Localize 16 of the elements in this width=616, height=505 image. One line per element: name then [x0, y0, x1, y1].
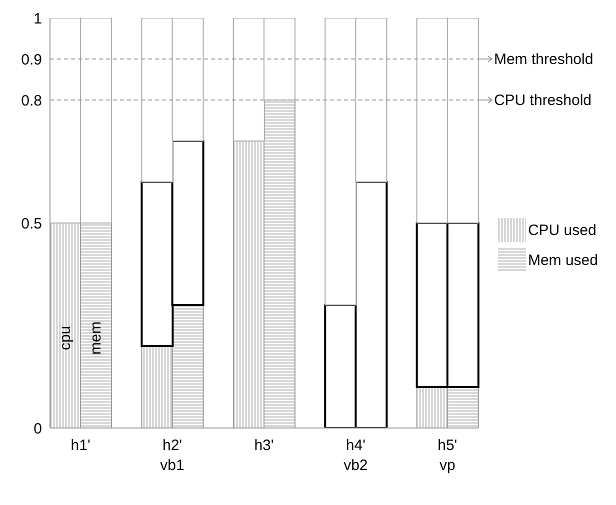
y-tick-label: 1: [34, 10, 42, 28]
y-tick-label: 0: [34, 420, 42, 438]
ref-line-label: Mem threshold: [494, 51, 594, 68]
y-tick-label: 0.9: [21, 51, 42, 68]
x-tick-label: h2' vb1: [160, 437, 184, 474]
x-tick-label: h1': [70, 437, 90, 454]
legend-label: Mem used: [528, 252, 598, 268]
y-tick-label: 0.8: [21, 92, 42, 110]
x-tick-label: h4' vb2: [344, 437, 368, 474]
x-tick-label: h5' vp: [438, 437, 458, 474]
annotation: cpu: [57, 326, 74, 350]
legend-label: CPU used: [528, 222, 596, 238]
ref-line-label: CPU threshold: [494, 92, 592, 109]
y-tick-label: 0.5: [21, 215, 42, 232]
annotation: mem: [88, 321, 105, 355]
x-tick-label: h3': [254, 437, 274, 454]
